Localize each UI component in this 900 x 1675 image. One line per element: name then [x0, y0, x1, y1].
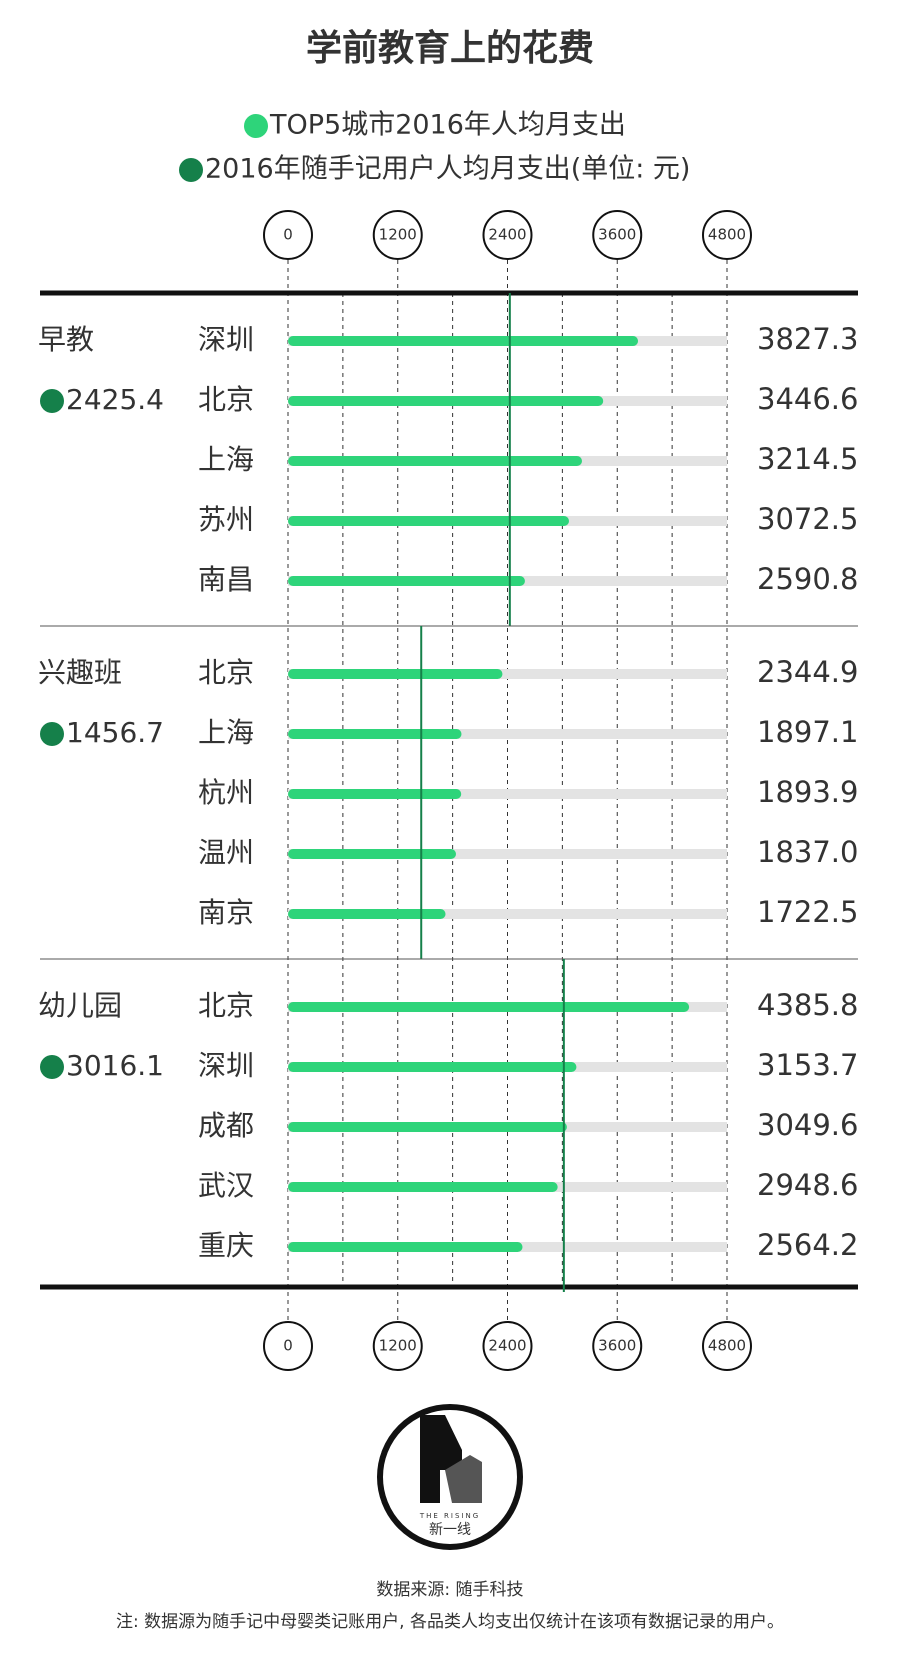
x-tick-circle: [592, 1321, 643, 1371]
average-marker: [40, 1055, 64, 1079]
category-label: 深圳: [198, 323, 254, 356]
average-label: 2425.4: [66, 383, 164, 416]
average-label: 1456.7: [66, 716, 164, 749]
x-tick-circle: [263, 1321, 313, 1371]
x-tick-label: 2400: [488, 1337, 526, 1355]
value-label: 1897.1: [757, 715, 858, 749]
value-label: 3446.6: [757, 382, 858, 416]
x-tick-circle: [702, 210, 752, 260]
bar-track: [288, 669, 727, 679]
x-tick-label: 2400: [488, 226, 526, 244]
x-tick-circle: [482, 210, 533, 260]
bar: [288, 669, 503, 679]
bar: [288, 456, 582, 466]
category-label: 南京: [198, 896, 254, 929]
group-label: 兴趣班: [38, 656, 122, 689]
bar: [288, 396, 604, 406]
category-label: 苏州: [198, 503, 254, 536]
bar: [288, 1122, 567, 1132]
category-label: 上海: [198, 443, 254, 476]
bar-track: [288, 909, 727, 919]
value-label: 1722.5: [757, 895, 858, 929]
logo-name: 新一线: [429, 1522, 471, 1538]
category-label: 北京: [198, 989, 254, 1022]
x-tick-circle: [482, 1321, 533, 1371]
category-label: 北京: [198, 656, 254, 689]
x-tick-label: 0: [283, 1337, 293, 1355]
value-label: 3827.3: [757, 322, 858, 356]
logo-mark: [420, 1415, 462, 1503]
category-label: 北京: [198, 383, 254, 416]
category-label: 南昌: [198, 563, 254, 596]
x-tick-circle: [263, 210, 313, 260]
bar: [288, 1062, 577, 1072]
bar: [288, 576, 525, 586]
bar-track: [288, 849, 727, 859]
bar: [288, 909, 446, 919]
bar: [288, 516, 570, 526]
value-label: 3072.5: [757, 502, 858, 536]
value-label: 2590.8: [757, 562, 858, 596]
chart-title: 学前教育上的花费: [306, 27, 594, 69]
x-tick-label: 3600: [598, 1337, 636, 1355]
value-label: 2564.2: [757, 1228, 858, 1262]
logo-brand: THE RISING: [419, 1512, 480, 1520]
source: 数据来源: 随手科技: [376, 1580, 523, 1600]
value-label: 3214.5: [757, 442, 858, 476]
category-label: 重庆: [198, 1229, 254, 1262]
x-tick-circle: [372, 210, 423, 260]
category-label: 上海: [198, 716, 254, 749]
category-label: 武汉: [198, 1169, 254, 1202]
x-tick-label: 1200: [379, 1337, 417, 1355]
bar-track: [288, 789, 727, 799]
bar: [288, 849, 457, 859]
x-tick-label: 3600: [598, 226, 636, 244]
category-label: 成都: [198, 1109, 254, 1142]
value-label: 2948.6: [757, 1168, 858, 1202]
x-tick-label: 1200: [379, 226, 417, 244]
note: 注: 数据源为随手记中母婴类记账用户, 各品类人均支出仅统计在该项有数据记录的用…: [116, 1612, 784, 1632]
value-label: 2344.9: [757, 655, 858, 689]
bar: [288, 336, 639, 346]
category-label: 杭州: [198, 776, 254, 809]
value-label: 1893.9: [757, 775, 858, 809]
bar: [288, 1002, 690, 1012]
legend-label: 2016年随手记用户人均月支出(单位: 元): [205, 154, 690, 185]
average-label: 3016.1: [66, 1049, 164, 1082]
legend-marker: [244, 114, 268, 138]
x-tick-circle: [592, 210, 643, 260]
group-label: 幼儿园: [38, 989, 122, 1022]
legend-label: TOP5城市2016年人均月支出: [269, 110, 626, 141]
bar: [288, 729, 462, 739]
value-label: 4385.8: [757, 988, 858, 1022]
x-tick-label: 0: [283, 226, 293, 244]
bar-track: [288, 729, 727, 739]
legend-marker: [179, 158, 203, 182]
logo-ring: [377, 1404, 523, 1550]
category-label: 温州: [198, 836, 254, 869]
category-label: 深圳: [198, 1049, 254, 1082]
logo-mark: [445, 1455, 482, 1503]
bar: [288, 1182, 558, 1192]
group-label: 早教: [38, 323, 94, 356]
average-marker: [40, 722, 64, 746]
bar: [288, 789, 462, 799]
x-tick-label: 4800: [708, 226, 746, 244]
value-label: 3153.7: [757, 1048, 858, 1082]
value-label: 1837.0: [757, 835, 858, 869]
average-marker: [40, 389, 64, 413]
x-tick-circle: [702, 1321, 752, 1371]
x-tick-label: 4800: [708, 1337, 746, 1355]
value-label: 3049.6: [757, 1108, 858, 1142]
bar: [288, 1242, 523, 1252]
x-tick-circle: [372, 1321, 423, 1371]
